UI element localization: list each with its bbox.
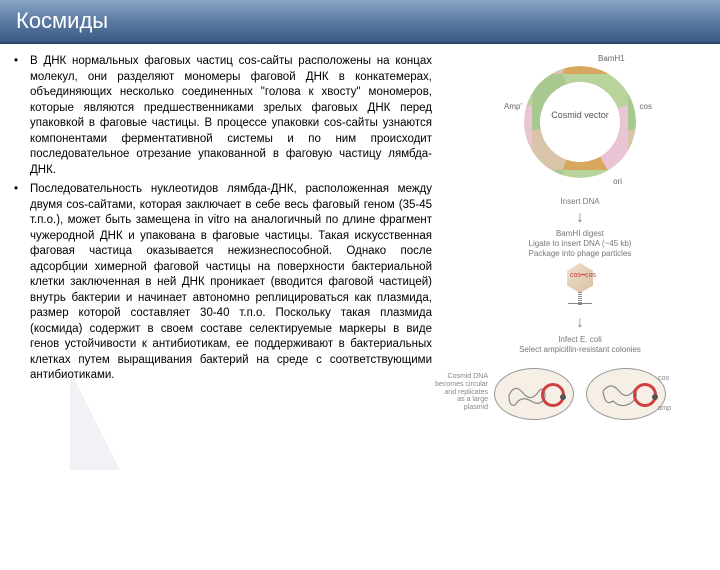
bacteria-diagram: Cosmid DNA becomes circular and replicat… [490,359,670,429]
diagram-column: Cosmid vector BamH1 cos Amp' ori Insert … [440,44,720,540]
bullet-marker: • [14,54,30,178]
bottom-note: Cosmid DNA becomes circular and replicat… [432,373,488,411]
step-infect: Infect E. coli Select ampicillin-resista… [519,335,641,354]
bullet-marker: • [14,182,30,384]
label-amp: Amp' [504,102,522,111]
plasmid-center-label: Cosmid vector [510,110,650,120]
cosmid-vector-diagram: Cosmid vector BamH1 cos Amp' ori [510,52,650,192]
mini-plasmid-1 [541,383,565,407]
label-bamh1: BamH1 [598,54,625,63]
phage-dna-label: cos━cos [570,271,590,285]
slide-header: Космиды [0,0,720,44]
bullet-text-2: Последовательность нуклеотидов лямбда-ДН… [30,182,432,384]
bacteria-cell-2: cos amp [586,368,666,420]
bullet-item: • В ДНК нормальных фаговых частиц cos-са… [14,54,432,178]
arrow-icon: ↓ [576,317,584,330]
plasmid-ring [524,66,636,178]
mini-cos-label: cos [658,375,669,383]
phage-particle: cos━cos [560,263,600,313]
bullet-item: • Последовательность нуклеотидов лямбда-… [14,182,432,384]
label-ori: ori [613,177,622,186]
step-digest-ligate: BamHI digest Ligate to insert DNA (~45 k… [529,229,632,258]
step-insert-dna: Insert DNA [560,197,599,207]
bacteria-cell-1 [494,368,574,420]
mini-amp-label: amp [657,405,671,413]
slide-title: Космиды [16,8,108,34]
mini-plasmid-2 [633,383,657,407]
bullet-text-1: В ДНК нормальных фаговых частиц cos-сайт… [30,54,432,178]
text-column: • В ДНК нормальных фаговых частиц cos-са… [0,44,440,540]
main-content: • В ДНК нормальных фаговых частиц cos-са… [0,44,720,540]
arrow-icon: ↓ [576,212,584,225]
phage-legs [568,303,592,313]
label-cos: cos [640,102,652,111]
